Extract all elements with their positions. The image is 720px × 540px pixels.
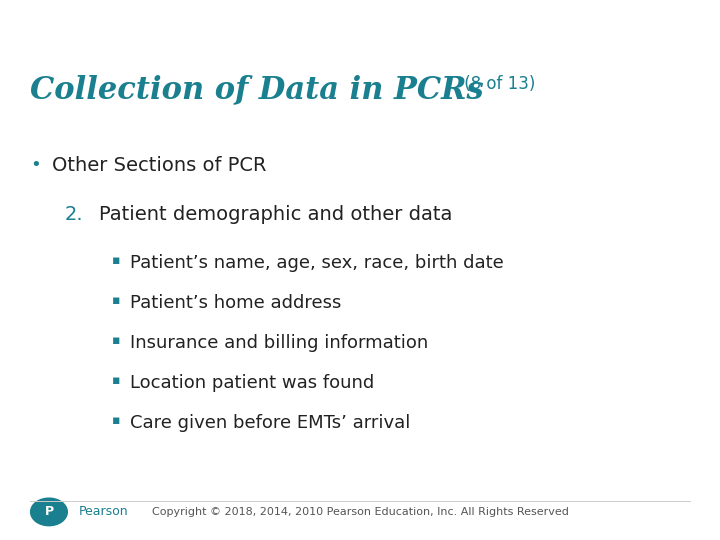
Text: ▪: ▪: [112, 374, 120, 387]
Text: Insurance and billing information: Insurance and billing information: [130, 334, 428, 352]
Text: 2.: 2.: [65, 205, 84, 224]
Text: ▪: ▪: [112, 294, 120, 307]
Text: ▪: ▪: [112, 334, 120, 347]
Text: •: •: [30, 156, 41, 173]
Text: Care given before EMTs’ arrival: Care given before EMTs’ arrival: [130, 414, 410, 431]
Text: Location patient was found: Location patient was found: [130, 374, 374, 391]
Text: Pearson: Pearson: [79, 505, 129, 518]
Text: P: P: [45, 505, 53, 518]
Text: ▪: ▪: [112, 414, 120, 427]
Text: ▪: ▪: [112, 254, 120, 267]
Text: Patient demographic and other data: Patient demographic and other data: [99, 205, 453, 224]
Circle shape: [30, 498, 68, 526]
Text: Patient’s home address: Patient’s home address: [130, 294, 341, 312]
Text: Copyright © 2018, 2014, 2010 Pearson Education, Inc. All Rights Reserved: Copyright © 2018, 2014, 2010 Pearson Edu…: [152, 507, 568, 517]
Text: Patient’s name, age, sex, race, birth date: Patient’s name, age, sex, race, birth da…: [130, 254, 503, 272]
Text: Collection of Data in PCRs: Collection of Data in PCRs: [30, 75, 484, 105]
Text: Other Sections of PCR: Other Sections of PCR: [52, 156, 266, 174]
Text: (8 of 13): (8 of 13): [459, 75, 535, 92]
